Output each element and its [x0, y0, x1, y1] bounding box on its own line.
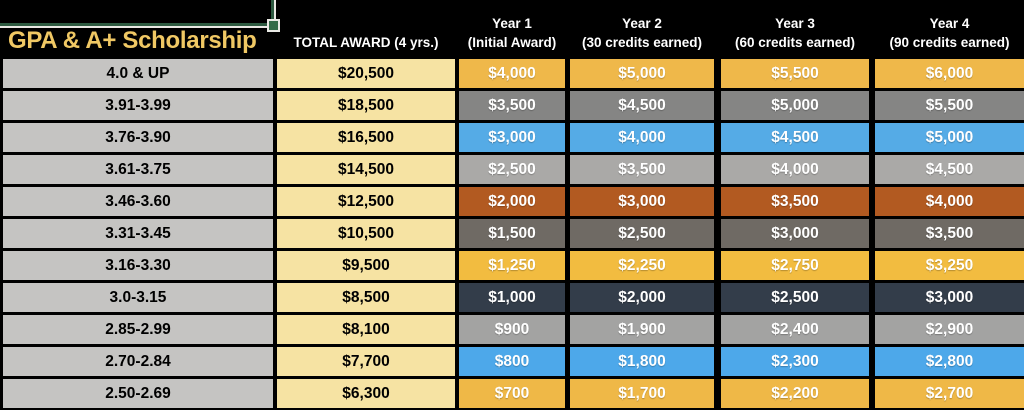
year-value-cell[interactable]: $4,000 — [875, 187, 1024, 216]
year-value-cell[interactable]: $4,500 — [570, 91, 714, 120]
year-value-cell[interactable]: $2,000 — [459, 187, 565, 216]
total-award-cell[interactable]: $20,500 — [277, 59, 455, 88]
gpa-cell[interactable]: 4.0 & UP — [0, 59, 273, 88]
year-value-cell[interactable]: $3,500 — [570, 155, 714, 184]
year-value-cell[interactable]: $2,900 — [875, 315, 1024, 344]
table-row: 3.76-3.90 $16,500 $3,000 $4,000 $4,500 $… — [0, 123, 1024, 152]
year-value-cell[interactable]: $800 — [459, 347, 565, 376]
year-value-cell[interactable]: $4,000 — [721, 155, 869, 184]
year-value-cell[interactable]: $5,500 — [721, 59, 869, 88]
table-row: 3.61-3.75 $14,500 $2,500 $3,500 $4,000 $… — [0, 155, 1024, 184]
year-value-cell[interactable]: $3,000 — [459, 123, 565, 152]
year-value-cell[interactable]: $3,000 — [570, 187, 714, 216]
table-row: 4.0 & UP $20,500 $4,000 $5,000 $5,500 $6… — [0, 59, 1024, 88]
total-award-cell[interactable]: $8,500 — [277, 283, 455, 312]
year-value-cell[interactable]: $900 — [459, 315, 565, 344]
year-value-cell[interactable]: $1,900 — [570, 315, 714, 344]
year-value-cell[interactable]: $3,500 — [875, 219, 1024, 248]
year-value-cell[interactable]: $3,000 — [721, 219, 869, 248]
year-value-cell[interactable]: $2,500 — [570, 219, 714, 248]
year-value-cell[interactable]: $700 — [459, 379, 565, 408]
year-value-cell[interactable]: $2,400 — [721, 315, 869, 344]
gpa-cell[interactable]: 2.85-2.99 — [0, 315, 273, 344]
gpa-cell[interactable]: 3.46-3.60 — [0, 187, 273, 216]
year-value-cell[interactable]: $2,300 — [721, 347, 869, 376]
table-row: 3.31-3.45 $10,500 $1,500 $2,500 $3,000 $… — [0, 219, 1024, 248]
col-header-year4[interactable]: Year 4 (90 credits earned) — [875, 14, 1024, 59]
table-row: 2.85-2.99 $8,100 $900 $1,900 $2,400 $2,9… — [0, 315, 1024, 344]
year-value-cell[interactable]: $2,250 — [570, 251, 714, 280]
table-row: 3.16-3.30 $9,500 $1,250 $2,250 $2,750 $3… — [0, 251, 1024, 280]
col-header-year2[interactable]: Year 2 (30 credits earned) — [570, 14, 714, 59]
year-value-cell[interactable]: $4,500 — [875, 155, 1024, 184]
col-header-year3-title: Year 3 — [775, 16, 815, 31]
total-award-cell[interactable]: $16,500 — [277, 123, 455, 152]
year-value-cell[interactable]: $2,200 — [721, 379, 869, 408]
year-value-cell[interactable]: $1,250 — [459, 251, 565, 280]
col-header-year1-subtitle: (Initial Award) — [467, 35, 557, 50]
gpa-cell[interactable]: 2.70-2.84 — [0, 347, 273, 376]
selection-fill-handle[interactable] — [267, 19, 280, 32]
col-header-year3-subtitle: (60 credits earned) — [734, 35, 856, 50]
table-header: GPA & A+ Scholarship TOTAL AWARD (4 yrs.… — [0, 0, 1024, 59]
gpa-cell[interactable]: 2.50-2.69 — [0, 379, 273, 408]
year-value-cell[interactable]: $4,000 — [570, 123, 714, 152]
total-award-cell[interactable]: $7,700 — [277, 347, 455, 376]
year-value-cell[interactable]: $2,000 — [570, 283, 714, 312]
year-value-cell[interactable]: $5,000 — [875, 123, 1024, 152]
gpa-cell[interactable]: 3.31-3.45 — [0, 219, 273, 248]
table-row: 3.91-3.99 $18,500 $3,500 $4,500 $5,000 $… — [0, 91, 1024, 120]
table-body: 4.0 & UP $20,500 $4,000 $5,000 $5,500 $6… — [0, 59, 1024, 408]
year-value-cell[interactable]: $3,000 — [875, 283, 1024, 312]
year-value-cell[interactable]: $5,000 — [570, 59, 714, 88]
col-header-year1[interactable]: Year 1 (Initial Award) — [459, 14, 565, 59]
year-value-cell[interactable]: $1,000 — [459, 283, 565, 312]
total-award-cell[interactable]: $8,100 — [277, 315, 455, 344]
table-row: 2.70-2.84 $7,700 $800 $1,800 $2,300 $2,8… — [0, 347, 1024, 376]
gpa-cell[interactable]: 3.16-3.30 — [0, 251, 273, 280]
gpa-cell[interactable]: 3.76-3.90 — [0, 123, 273, 152]
col-header-total-award-label: TOTAL AWARD (4 yrs.) — [293, 35, 439, 50]
year-value-cell[interactable]: $2,500 — [721, 283, 869, 312]
year-value-cell[interactable]: $5,000 — [721, 91, 869, 120]
table-row: 2.50-2.69 $6,300 $700 $1,700 $2,200 $2,7… — [0, 379, 1024, 408]
year-value-cell[interactable]: $3,500 — [459, 91, 565, 120]
total-award-cell[interactable]: $14,500 — [277, 155, 455, 184]
year-value-cell[interactable]: $2,750 — [721, 251, 869, 280]
year-value-cell[interactable]: $4,500 — [721, 123, 869, 152]
total-award-cell[interactable]: $18,500 — [277, 91, 455, 120]
col-header-year3[interactable]: Year 3 (60 credits earned) — [721, 14, 869, 59]
year-value-cell[interactable]: $6,000 — [875, 59, 1024, 88]
year-value-cell[interactable]: $1,800 — [570, 347, 714, 376]
total-award-cell[interactable]: $12,500 — [277, 187, 455, 216]
gpa-cell[interactable]: 3.0-3.15 — [0, 283, 273, 312]
total-award-cell[interactable]: $6,300 — [277, 379, 455, 408]
year-value-cell[interactable]: $5,500 — [875, 91, 1024, 120]
gpa-cell[interactable]: 3.61-3.75 — [0, 155, 273, 184]
year-value-cell[interactable]: $1,500 — [459, 219, 565, 248]
cell-selection-border — [0, 0, 276, 28]
table-row: 3.0-3.15 $8,500 $1,000 $2,000 $2,500 $3,… — [0, 283, 1024, 312]
total-award-cell[interactable]: $9,500 — [277, 251, 455, 280]
year-value-cell[interactable]: $2,700 — [875, 379, 1024, 408]
table-row: 3.46-3.60 $12,500 $2,000 $3,000 $3,500 $… — [0, 187, 1024, 216]
page-title[interactable]: GPA & A+ Scholarship — [8, 27, 257, 54]
col-header-year4-title: Year 4 — [929, 16, 970, 31]
col-header-year2-title: Year 2 — [622, 16, 662, 31]
year-value-cell[interactable]: $2,800 — [875, 347, 1024, 376]
col-header-year4-subtitle: (90 credits earned) — [889, 35, 1010, 50]
year-value-cell[interactable]: $1,700 — [570, 379, 714, 408]
col-header-year1-title: Year 1 — [492, 16, 532, 31]
total-award-cell[interactable]: $10,500 — [277, 219, 455, 248]
year-value-cell[interactable]: $4,000 — [459, 59, 565, 88]
gpa-cell[interactable]: 3.91-3.99 — [0, 91, 273, 120]
year-value-cell[interactable]: $2,500 — [459, 155, 565, 184]
col-header-total-award[interactable]: TOTAL AWARD (4 yrs.) — [277, 33, 455, 59]
col-header-year2-subtitle: (30 credits earned) — [581, 35, 703, 50]
year-value-cell[interactable]: $3,500 — [721, 187, 869, 216]
year-value-cell[interactable]: $3,250 — [875, 251, 1024, 280]
